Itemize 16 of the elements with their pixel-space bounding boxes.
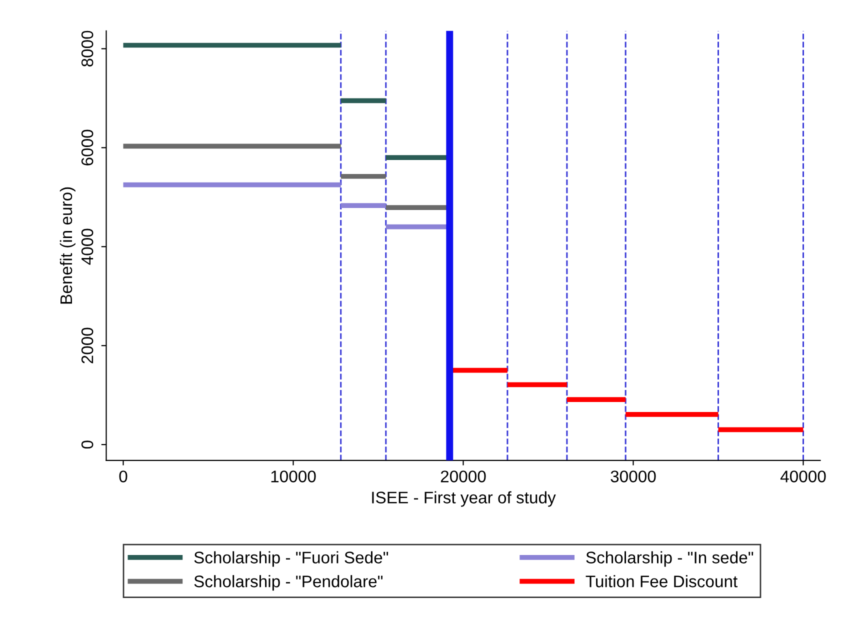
legend-label: Scholarship - "Fuori Sede": [194, 551, 388, 567]
x-axis-title: ISEE - First year of study: [372, 491, 556, 507]
x-tick-label: 0: [119, 470, 128, 482]
x-tick-label: 40000: [780, 470, 826, 482]
y-tick-label: 6000: [81, 130, 94, 166]
legend-label: Tuition Fee Discount: [586, 575, 738, 588]
y-tick-label: 0: [81, 440, 94, 449]
x-tick-label: 10000: [271, 470, 316, 482]
y-tick-label: 2000: [81, 328, 94, 364]
y-axis-title: Benefit (in euro): [60, 187, 76, 304]
y-tick-label: 4000: [81, 228, 94, 265]
legend-label: Scholarship - "Pendolare": [194, 575, 383, 591]
y-tick-label: 8000: [81, 30, 94, 67]
x-tick-label: 20000: [440, 470, 486, 482]
legend-label: Scholarship - "In sede": [586, 551, 754, 567]
x-tick-label: 30000: [610, 470, 656, 482]
